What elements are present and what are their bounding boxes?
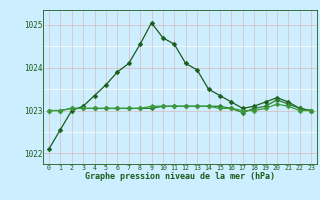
X-axis label: Graphe pression niveau de la mer (hPa): Graphe pression niveau de la mer (hPa)	[85, 172, 275, 181]
